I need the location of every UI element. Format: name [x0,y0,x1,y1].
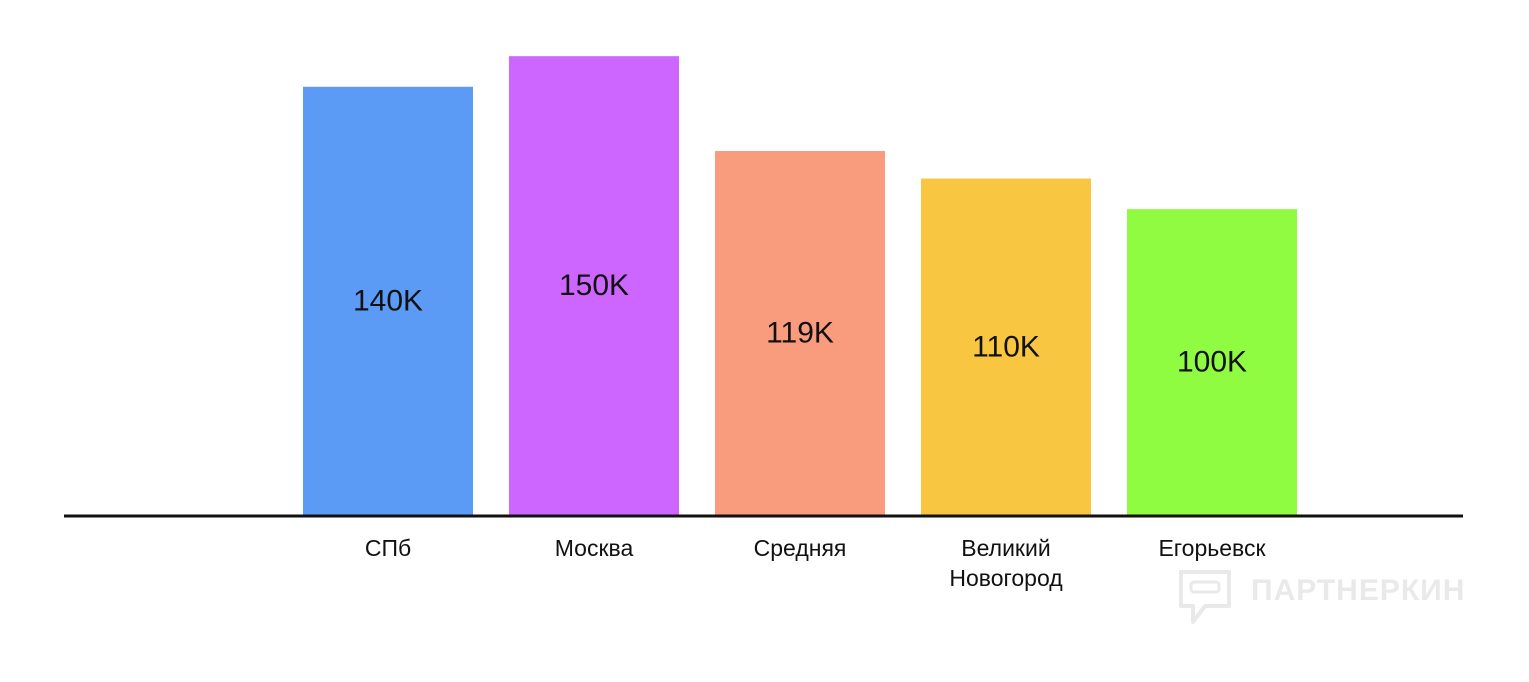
data-label-3: 110K [972,330,1040,363]
watermark-text: ПАРТНЕРКИН [1251,574,1466,607]
data-label-1: 150K [559,269,629,302]
watermark: ПАРТНЕРКИН [1175,566,1495,630]
bar-0 [303,86,473,515]
bar-2 [715,151,885,515]
data-label-0: 140K [353,284,423,317]
x-tick-label-4: Егорьевск [1158,535,1266,561]
x-tick-label-3: Великий Новогород [949,535,1063,591]
x-tick-label-2: Средняя [753,535,847,561]
x-tick-label-1: Москва [554,535,634,561]
data-label-2: 119K [766,317,834,350]
data-label-4: 100K [1177,346,1247,379]
x-tick-label-0: СПб [364,535,412,561]
bar-4 [1127,209,1297,515]
bar-1 [509,56,679,515]
partnerkin-logo-icon [1179,570,1231,624]
bar-3 [921,178,1091,516]
